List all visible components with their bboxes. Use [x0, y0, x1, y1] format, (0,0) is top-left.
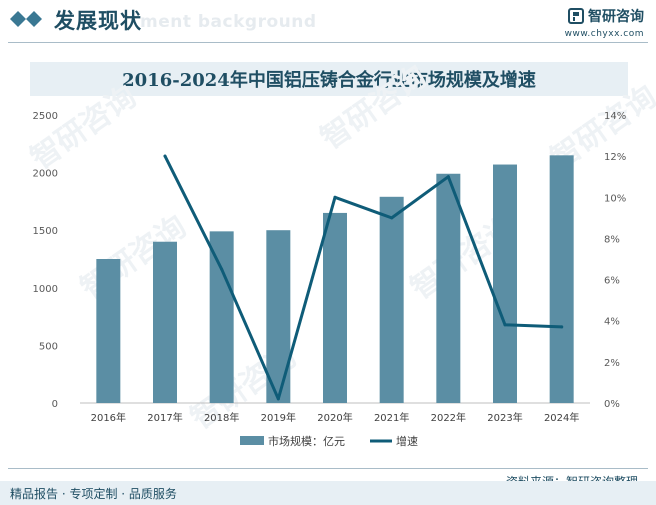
footer-divider	[8, 468, 648, 469]
y-right-tick-label: 10%	[604, 193, 626, 204]
header-ghost-text: ment background	[140, 12, 317, 32]
bar	[96, 259, 121, 403]
chart-title-band: 2016-2024年中国铝压铸合金行业市场规模及增速	[30, 62, 628, 96]
y-right-tick-label: 2%	[604, 358, 620, 369]
legend-label-line: 增速	[396, 434, 418, 448]
y-left-tick-label: 2000	[33, 169, 58, 180]
growth-point	[446, 175, 450, 179]
x-tick-label: 2016年	[91, 411, 126, 424]
x-tick-label: 2021年	[374, 411, 409, 424]
growth-point	[390, 216, 394, 220]
bar	[493, 164, 517, 403]
bar	[153, 241, 177, 403]
y-right-tick-label: 6%	[604, 276, 620, 287]
x-tick-label: 2017年	[147, 411, 182, 424]
y-right-tick-label: 0%	[604, 399, 620, 410]
bar	[209, 231, 234, 403]
footer-bar	[0, 481, 656, 505]
y-left-tick-label: 0	[52, 399, 58, 410]
x-tick-label: 2023年	[487, 411, 522, 424]
y-left-tick-label: 500	[39, 341, 58, 352]
header-divider	[8, 42, 648, 43]
growth-line	[163, 154, 564, 401]
brand: 智研咨询 www.chyxx.com	[565, 6, 644, 39]
y-right-tick-label: 4%	[604, 317, 620, 328]
x-tick-label: 2022年	[431, 411, 466, 424]
y-left-tick-label: 2500	[33, 111, 58, 122]
y-right-tick-label: 12%	[604, 152, 626, 163]
double-chevron-icon	[10, 11, 42, 27]
watermark: 智研咨询	[25, 79, 143, 176]
header: ment background 发展现状 智研咨询 www.chyxx.com	[0, 0, 656, 44]
bar	[323, 212, 347, 403]
watermark: 智研咨询	[315, 59, 433, 156]
y-left-tick-label: 1000	[33, 284, 58, 295]
x-tick-label: 2019年	[261, 411, 296, 424]
footer-slogan: 精品报告 · 专项定制 · 品质服务	[10, 487, 177, 501]
brand-logo-icon	[568, 8, 584, 24]
legend-swatch-bars	[240, 436, 264, 445]
brand-url: www.chyxx.com	[564, 29, 644, 39]
bar	[379, 196, 404, 403]
bar	[549, 155, 574, 403]
x-tick-label: 2018年	[204, 411, 239, 424]
growth-point	[276, 397, 280, 401]
growth-point	[220, 267, 224, 271]
legend-label-bars: 市场规模：亿元	[268, 434, 345, 448]
bar	[436, 173, 461, 403]
y-right-tick-label: 14%	[604, 111, 626, 122]
y-left-tick-label: 1500	[33, 226, 58, 237]
growth-point	[503, 323, 507, 327]
growth-point	[333, 195, 337, 199]
growth-point	[560, 325, 564, 329]
x-tick-label: 2024年	[544, 411, 579, 424]
page-title: 发展现状	[54, 9, 142, 33]
chart-title: 2016-2024年中国铝压铸合金行业市场规模及增速	[122, 70, 536, 91]
y-right-tick-label: 8%	[604, 234, 620, 245]
brand-name: 智研咨询	[588, 9, 644, 25]
x-tick-label: 2020年	[317, 411, 352, 424]
growth-point	[163, 154, 167, 158]
